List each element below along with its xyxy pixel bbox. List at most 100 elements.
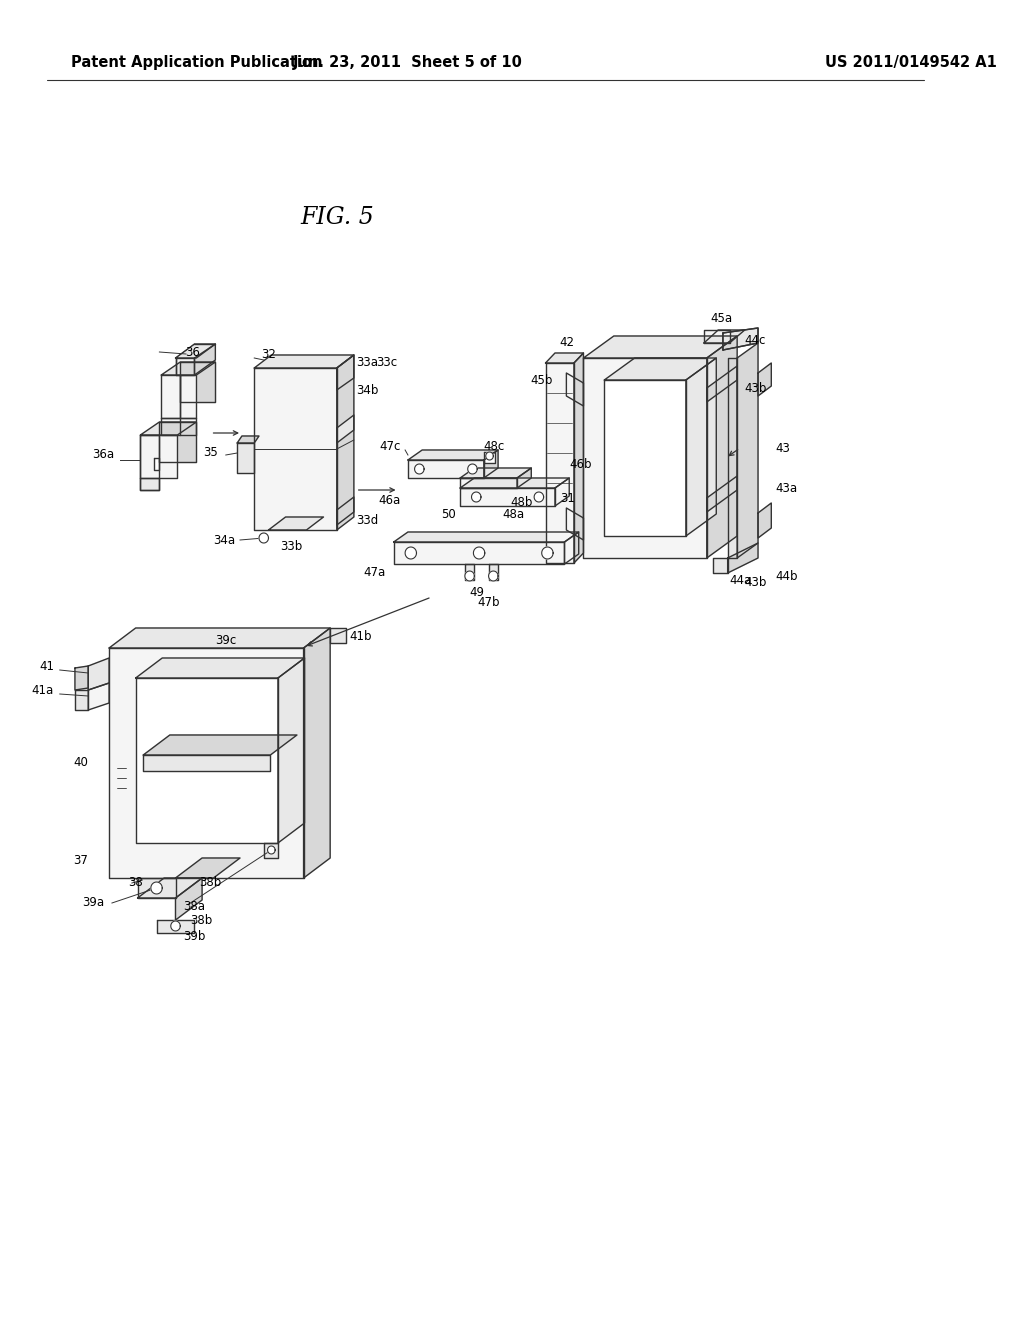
Polygon shape [703, 330, 744, 343]
Text: 33d: 33d [355, 513, 378, 527]
Polygon shape [546, 352, 584, 363]
Polygon shape [686, 358, 716, 536]
Polygon shape [703, 330, 729, 343]
Text: 43: 43 [775, 441, 790, 454]
Polygon shape [485, 451, 494, 459]
Text: 44b: 44b [775, 569, 798, 582]
Text: 35: 35 [204, 446, 218, 458]
Polygon shape [535, 492, 544, 502]
Polygon shape [143, 755, 270, 771]
Polygon shape [88, 682, 110, 710]
Polygon shape [566, 508, 584, 540]
Polygon shape [471, 492, 481, 502]
Polygon shape [542, 546, 553, 558]
Polygon shape [75, 667, 88, 690]
Polygon shape [303, 628, 330, 878]
Polygon shape [723, 327, 758, 350]
Text: 33b: 33b [280, 540, 302, 553]
Polygon shape [157, 920, 195, 933]
Text: 43a: 43a [775, 482, 798, 495]
Polygon shape [460, 478, 569, 488]
Text: 39b: 39b [183, 929, 206, 942]
Polygon shape [546, 363, 574, 564]
Polygon shape [254, 355, 354, 368]
Polygon shape [517, 469, 531, 488]
Polygon shape [465, 572, 474, 581]
Polygon shape [75, 690, 88, 710]
Text: 32: 32 [261, 348, 275, 362]
Polygon shape [415, 465, 424, 474]
Polygon shape [584, 337, 737, 358]
Polygon shape [259, 533, 268, 543]
Polygon shape [160, 422, 197, 462]
Polygon shape [110, 628, 330, 648]
Text: 45b: 45b [530, 374, 553, 387]
Polygon shape [484, 450, 498, 478]
Text: 38a: 38a [183, 899, 205, 912]
Polygon shape [88, 657, 110, 690]
Polygon shape [555, 478, 569, 506]
Polygon shape [154, 458, 160, 470]
Polygon shape [238, 436, 259, 444]
Polygon shape [140, 422, 197, 436]
Polygon shape [488, 564, 498, 579]
Text: 47a: 47a [364, 565, 386, 578]
Polygon shape [140, 436, 177, 478]
Polygon shape [180, 362, 215, 403]
Polygon shape [175, 345, 215, 358]
Polygon shape [758, 503, 771, 539]
Text: 44c: 44c [744, 334, 766, 346]
Text: 38: 38 [128, 876, 142, 890]
Polygon shape [460, 478, 517, 488]
Polygon shape [468, 465, 477, 474]
Polygon shape [238, 444, 254, 473]
Polygon shape [195, 345, 215, 375]
Text: 33c: 33c [376, 356, 397, 370]
Text: US 2011/0149542 A1: US 2011/0149542 A1 [825, 55, 997, 70]
Polygon shape [728, 358, 737, 558]
Polygon shape [714, 558, 728, 573]
Polygon shape [137, 878, 202, 898]
Polygon shape [465, 564, 474, 579]
Polygon shape [337, 355, 354, 389]
Polygon shape [723, 327, 758, 350]
Text: 38b: 38b [200, 876, 221, 890]
Text: 41: 41 [39, 660, 54, 672]
Polygon shape [110, 648, 303, 878]
Polygon shape [278, 657, 304, 843]
Polygon shape [175, 878, 202, 920]
Polygon shape [737, 343, 758, 558]
Polygon shape [175, 358, 195, 375]
Polygon shape [758, 363, 771, 396]
Polygon shape [566, 374, 584, 407]
Text: 46a: 46a [378, 494, 400, 507]
Polygon shape [171, 921, 180, 931]
Text: 39c: 39c [215, 634, 237, 647]
Text: 34a: 34a [213, 533, 236, 546]
Polygon shape [268, 517, 324, 531]
Polygon shape [488, 572, 498, 581]
Polygon shape [460, 469, 531, 478]
Text: 48b: 48b [510, 495, 532, 508]
Text: 36: 36 [185, 346, 200, 359]
Text: 40: 40 [74, 756, 88, 770]
Polygon shape [393, 532, 579, 543]
Polygon shape [604, 358, 716, 380]
Polygon shape [574, 352, 584, 564]
Polygon shape [707, 366, 737, 403]
Polygon shape [143, 735, 297, 755]
Polygon shape [140, 436, 160, 490]
Polygon shape [140, 478, 160, 490]
Text: Patent Application Publication: Patent Application Publication [71, 55, 323, 70]
Polygon shape [162, 418, 197, 436]
Text: 47b: 47b [477, 595, 500, 609]
Polygon shape [267, 846, 275, 854]
Text: 41b: 41b [349, 630, 372, 643]
Text: 48a: 48a [503, 508, 525, 521]
Polygon shape [473, 546, 484, 558]
Text: 42: 42 [560, 337, 574, 350]
Text: 37: 37 [74, 854, 88, 866]
Text: 39a: 39a [82, 896, 104, 909]
Text: 34b: 34b [355, 384, 378, 396]
Polygon shape [135, 657, 304, 678]
